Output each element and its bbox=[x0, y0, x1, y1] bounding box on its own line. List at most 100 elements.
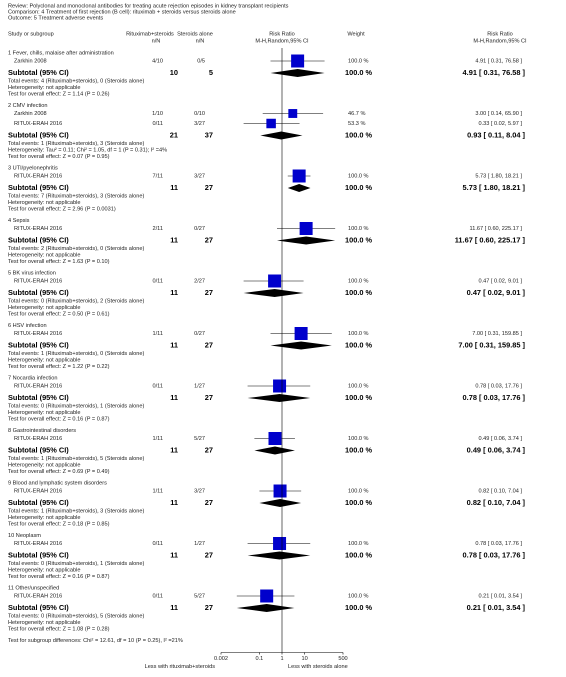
ctrl-events: 0/5 bbox=[197, 58, 205, 64]
risk-ratio: 3.00 [ 0.14, 65.90 ] bbox=[475, 111, 522, 117]
subtotal-risk-ratio: 0.78 [ 0.03, 17.76 ] bbox=[463, 393, 526, 402]
subtotal-ctrl: 27 bbox=[205, 603, 213, 612]
ctrl-events: 1/27 bbox=[194, 541, 205, 547]
note: Test for overall effect: Z = 0.16 (P = 0… bbox=[8, 416, 110, 422]
note: Total events: 7 (Rituximab+steroids), 3 … bbox=[8, 193, 144, 199]
risk-ratio: 0.21 [ 0.01, 3.54 ] bbox=[478, 593, 522, 599]
subtotal-diamond bbox=[259, 499, 302, 507]
exp-events: 1/10 bbox=[152, 111, 163, 117]
subtotal-weight: 100.0 % bbox=[345, 68, 373, 77]
subtotal-weight: 100.0 % bbox=[345, 340, 373, 349]
exp-events: 1/11 bbox=[153, 331, 163, 337]
note: Heterogeneity: not applicable bbox=[8, 410, 80, 416]
weight: 100.0 % bbox=[348, 541, 369, 547]
note: Test for overall effect: Z = 0.69 (P = 0… bbox=[8, 469, 110, 475]
group-title: 11 Other/unspecified bbox=[8, 585, 59, 591]
group-title: 5 BK virus infection bbox=[8, 270, 56, 276]
subtotal-exp: 11 bbox=[170, 340, 178, 349]
risk-ratio: 0.49 [ 0.06, 3.74 ] bbox=[478, 436, 522, 442]
subtotal-ctrl: 37 bbox=[205, 130, 213, 139]
note: Total events: 2 (Rituximab+steroids), 0 … bbox=[8, 246, 144, 252]
ctrl-events: 3/27 bbox=[194, 488, 205, 494]
column-header: Study or subgroup bbox=[8, 31, 54, 37]
exp-events: 0/11 bbox=[153, 278, 163, 284]
note: Test for overall effect: Z = 1.08 (P = 0… bbox=[8, 626, 110, 632]
study-name: RITUX-ERAH 2016 bbox=[14, 541, 62, 547]
study-name: RITUX-ERAH 2016 bbox=[14, 173, 62, 179]
subtotal-label: Subtotal (95% CI) bbox=[8, 498, 69, 507]
note: Heterogeneity: Tau² = 0.11; Chi² = 1.05,… bbox=[8, 147, 167, 153]
subtotal-diamond bbox=[270, 341, 332, 350]
subtotal-ctrl: 27 bbox=[205, 183, 213, 192]
subtotal-risk-ratio: 0.21 [ 0.01, 3.54 ] bbox=[467, 603, 526, 612]
weight: 100.0 % bbox=[348, 278, 369, 284]
note: Total events: 1 (Rituximab+steroids), 5 … bbox=[8, 456, 144, 462]
subtotal-ctrl: 27 bbox=[205, 445, 213, 454]
subtotal-label: Subtotal (95% CI) bbox=[8, 603, 69, 612]
subtotal-ctrl: 27 bbox=[205, 498, 213, 507]
ctrl-events: 5/27 bbox=[194, 593, 205, 599]
subtotal-exp: 11 bbox=[170, 445, 178, 454]
weight: 100.0 % bbox=[348, 58, 369, 64]
subtotal-exp: 11 bbox=[170, 393, 178, 402]
subtotal-diamond bbox=[247, 394, 311, 402]
note: Heterogeneity: not applicable bbox=[8, 515, 80, 521]
exp-events: 1/11 bbox=[153, 436, 163, 442]
study-square bbox=[266, 118, 276, 129]
column-header: Steroids alone bbox=[177, 31, 213, 37]
exp-events: 0/11 bbox=[153, 121, 163, 127]
weight: 100.0 % bbox=[348, 331, 369, 337]
note: Heterogeneity: not applicable bbox=[8, 200, 80, 206]
study-square bbox=[273, 484, 287, 498]
subtotal-risk-ratio: 7.00 [ 0.31, 159.85 ] bbox=[458, 340, 525, 349]
exp-events: 1/11 bbox=[153, 488, 163, 494]
x-tick-label: 1 bbox=[280, 656, 283, 662]
weight: 46.7 % bbox=[348, 111, 365, 117]
study-square bbox=[268, 432, 282, 445]
note: Test for overall effect: Z = 1.63 (P = 0… bbox=[8, 259, 110, 265]
risk-ratio: 0.47 [ 0.02, 9.01 ] bbox=[478, 278, 522, 284]
subtotal-weight: 100.0 % bbox=[345, 393, 373, 402]
note: Total events: 0 (Rituximab+steroids), 1 … bbox=[8, 403, 144, 409]
subtotal-risk-ratio: 5.73 [ 1.80, 18.21 ] bbox=[463, 183, 526, 192]
risk-ratio: 7.00 [ 0.31, 159.85 ] bbox=[472, 331, 522, 337]
note: Test for overall effect: Z = 0.07 (P = 0… bbox=[8, 154, 110, 160]
x-tick-label: 0.002 bbox=[214, 656, 228, 662]
subtotal-label: Subtotal (95% CI) bbox=[8, 183, 69, 192]
x-label-left: Less with rituximab+steroids bbox=[145, 664, 216, 670]
risk-ratio: 0.78 [ 0.03, 17.76 ] bbox=[475, 541, 522, 547]
ctrl-events: 2/27 bbox=[194, 278, 205, 284]
note: Test for overall effect: Z = 1.22 (P = 0… bbox=[8, 364, 110, 370]
weight: 53.3 % bbox=[348, 121, 365, 127]
column-header: Risk Ratio bbox=[487, 31, 513, 37]
exp-events: 7/11 bbox=[153, 173, 163, 179]
subtotal-diamond bbox=[260, 131, 303, 140]
study-square bbox=[288, 109, 298, 118]
study-name: RITUX-ERAH 2016 bbox=[14, 488, 62, 494]
x-label-right: Less with steroids alone bbox=[288, 664, 348, 670]
subtotal-weight: 100.0 % bbox=[345, 498, 373, 507]
note: Total events: 4 (Rituximab+steroids), 0 … bbox=[8, 78, 144, 84]
subtotal-risk-ratio: 11.67 [ 0.60, 225.17 ] bbox=[455, 235, 526, 244]
study-square bbox=[291, 54, 305, 68]
note: Heterogeneity: not applicable bbox=[8, 357, 80, 363]
study-name: RITUX-ERAH 2016 bbox=[14, 331, 62, 337]
subgroup-test: Test for subgroup differences: Chi² = 12… bbox=[8, 638, 183, 644]
study-square bbox=[299, 222, 313, 235]
note: Total events: 0 (Rituximab+steroids), 5 … bbox=[8, 613, 144, 619]
subtotal-ctrl: 27 bbox=[205, 550, 213, 559]
weight: 100.0 % bbox=[348, 488, 369, 494]
exp-events: 0/11 bbox=[153, 383, 163, 389]
note: Test for overall effect: Z = 1.14 (P = 0… bbox=[8, 91, 110, 97]
subtotal-weight: 100.0 % bbox=[345, 445, 373, 454]
study-name: RITUX-ERAH 2016 bbox=[14, 383, 62, 389]
review: Review: Polyclonal and monoclonal antibo… bbox=[8, 3, 289, 9]
study-square bbox=[294, 327, 308, 340]
subtotal-diamond bbox=[243, 289, 304, 297]
comparison: Comparison: 4 Treatment of first rejecti… bbox=[8, 9, 236, 15]
subtotal-ctrl: 27 bbox=[205, 288, 213, 297]
ctrl-events: 0/10 bbox=[194, 111, 205, 117]
x-tick-label: 10 bbox=[301, 656, 307, 662]
subtotal-label: Subtotal (95% CI) bbox=[8, 68, 69, 77]
